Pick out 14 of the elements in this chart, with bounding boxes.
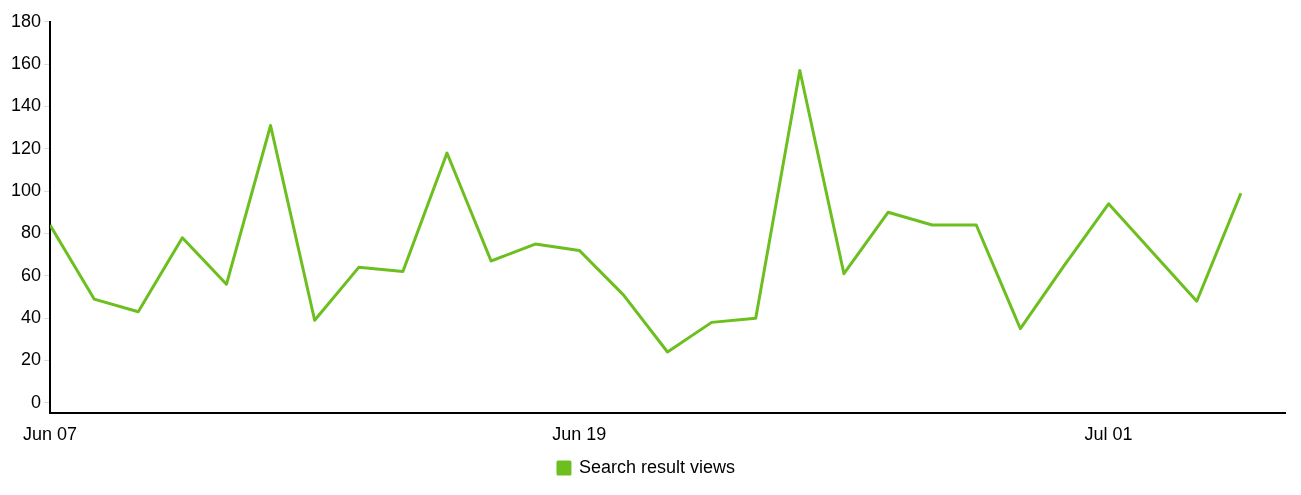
y-tick-label: 160 <box>10 53 42 74</box>
y-tick-label: 100 <box>10 180 42 201</box>
y-tick-label: 120 <box>10 137 42 158</box>
y-tick-label: 0 <box>31 391 42 412</box>
x-tick-label: Jul 01 <box>1084 424 1133 445</box>
y-tick-label: 20 <box>21 349 42 370</box>
x-tick-label: Jun 19 <box>552 424 607 445</box>
y-tick-label: 80 <box>21 222 42 243</box>
y-tick-label: 60 <box>21 264 42 285</box>
y-tick-label: 40 <box>21 307 42 328</box>
x-tick-label: Jun 07 <box>23 424 78 445</box>
y-tick-label: 180 <box>10 10 42 31</box>
y-tick-label: 140 <box>10 95 42 116</box>
legend-label: Search result views <box>578 456 736 477</box>
